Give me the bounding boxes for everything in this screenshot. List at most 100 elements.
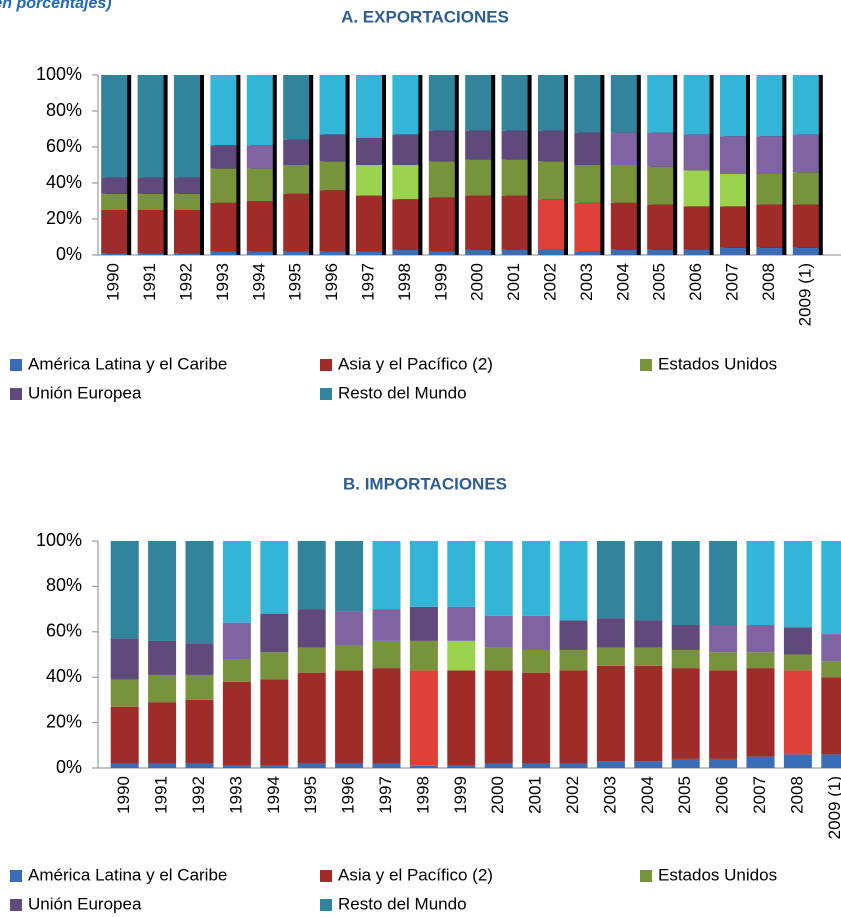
bar-segment xyxy=(501,249,528,255)
bar-segment xyxy=(574,165,601,203)
bar-segment xyxy=(148,674,177,703)
legend-swatch xyxy=(320,899,332,911)
x-tick-label: 1996 xyxy=(322,263,341,301)
bar-segment xyxy=(137,177,164,194)
bar-segment xyxy=(683,249,710,255)
x-tick-label: 1994 xyxy=(264,776,283,814)
bar-segment xyxy=(246,201,273,252)
bar-segment xyxy=(792,247,819,255)
bar-segment xyxy=(501,159,528,196)
bar-segment xyxy=(746,541,775,625)
bar-segment xyxy=(260,652,289,680)
bar-segment xyxy=(409,670,438,766)
x-tick-label: 1994 xyxy=(249,263,268,301)
legend-swatch xyxy=(10,870,22,882)
bar-segment xyxy=(574,251,601,255)
y-tick-label: 20% xyxy=(46,711,82,731)
bar-segment xyxy=(756,174,783,205)
x-tick-label: 2004 xyxy=(613,263,632,301)
legend-label: América Latina y el Caribe xyxy=(28,354,227,373)
bar-segment xyxy=(746,756,775,768)
bar-segment xyxy=(821,661,841,678)
legend-swatch xyxy=(640,870,652,882)
bar-segment xyxy=(222,622,251,660)
bar-segment xyxy=(283,75,310,140)
y-tick-label: 80% xyxy=(46,100,82,120)
bar-segment xyxy=(447,640,476,671)
bar-segment xyxy=(222,659,251,682)
bar-segment xyxy=(246,145,273,169)
bar-segment xyxy=(522,541,551,616)
bar-segment xyxy=(792,134,819,173)
x-tick-label: 2009 (1) xyxy=(825,776,841,839)
bar-segment xyxy=(821,677,841,755)
bar-segment xyxy=(137,193,164,210)
bar-segment xyxy=(210,145,237,169)
bar-segment xyxy=(447,606,476,641)
bar-segment xyxy=(356,195,382,252)
bar-segment xyxy=(174,177,200,194)
legend-label: Unión Europea xyxy=(28,894,142,913)
bar-segment xyxy=(185,643,214,675)
x-tick-label: 1993 xyxy=(213,263,232,301)
bar-segment xyxy=(465,130,492,160)
bar-segment xyxy=(174,253,200,255)
bar-segment xyxy=(634,761,663,768)
bar-segment xyxy=(610,165,637,203)
bar-segment xyxy=(428,75,455,131)
bar-segment xyxy=(335,763,364,768)
bar-segment xyxy=(356,75,382,138)
bar-segment xyxy=(756,136,783,174)
bar-segment xyxy=(501,195,528,250)
bar-segment xyxy=(101,193,128,210)
bar-segment xyxy=(260,765,289,768)
x-tick-label: 2006 xyxy=(686,263,705,301)
bar-segment xyxy=(428,197,455,252)
bar-segment xyxy=(647,132,674,167)
bar-segment xyxy=(335,541,364,612)
bar-segment xyxy=(746,652,775,669)
y-tick-label: 40% xyxy=(46,666,82,686)
bar-segment xyxy=(683,206,710,250)
bar-segment xyxy=(392,134,419,165)
bar-segment xyxy=(522,615,551,650)
bar-segment xyxy=(634,647,663,666)
x-tick-label: 2008 xyxy=(787,776,806,814)
bar-segment xyxy=(148,702,177,764)
bar-segment xyxy=(709,670,738,759)
bar-segment xyxy=(484,615,513,648)
legend-label: Resto del Mundo xyxy=(338,383,467,402)
bar-segment xyxy=(260,541,289,614)
bar-segment xyxy=(372,668,401,764)
bar-segment xyxy=(428,161,455,198)
bar-segment xyxy=(297,541,326,610)
legend-label: Asia y el Pacífico (2) xyxy=(338,354,493,373)
bar-segment xyxy=(746,668,775,757)
bar-segment xyxy=(610,249,637,255)
bar-segment xyxy=(484,670,513,764)
bar-segment xyxy=(783,754,812,768)
bar-segment xyxy=(792,204,819,248)
bar-segment xyxy=(185,541,214,644)
x-tick-label: 1990 xyxy=(114,776,133,814)
x-tick-label: 1998 xyxy=(413,776,432,814)
x-tick-label: 2007 xyxy=(750,776,769,814)
bar-segment xyxy=(447,670,476,766)
bar-segment xyxy=(501,130,528,160)
bar-segment xyxy=(335,645,364,671)
bar-segment xyxy=(783,627,812,655)
bar-segment xyxy=(335,670,364,764)
x-tick-label: 2004 xyxy=(638,776,657,814)
bar-segment xyxy=(821,754,841,768)
bar-segment xyxy=(756,204,783,248)
bar-segment xyxy=(671,668,700,759)
bar-segment xyxy=(559,649,588,671)
bar-segment xyxy=(538,130,564,162)
x-tick-label: 2002 xyxy=(540,263,559,301)
bar-segment xyxy=(409,606,438,641)
x-tick-label: 1995 xyxy=(301,776,320,814)
bar-segment xyxy=(356,138,382,165)
bar-segment xyxy=(137,210,164,254)
legend-label: Asia y el Pacífico (2) xyxy=(338,865,493,884)
legend-swatch xyxy=(640,359,652,371)
